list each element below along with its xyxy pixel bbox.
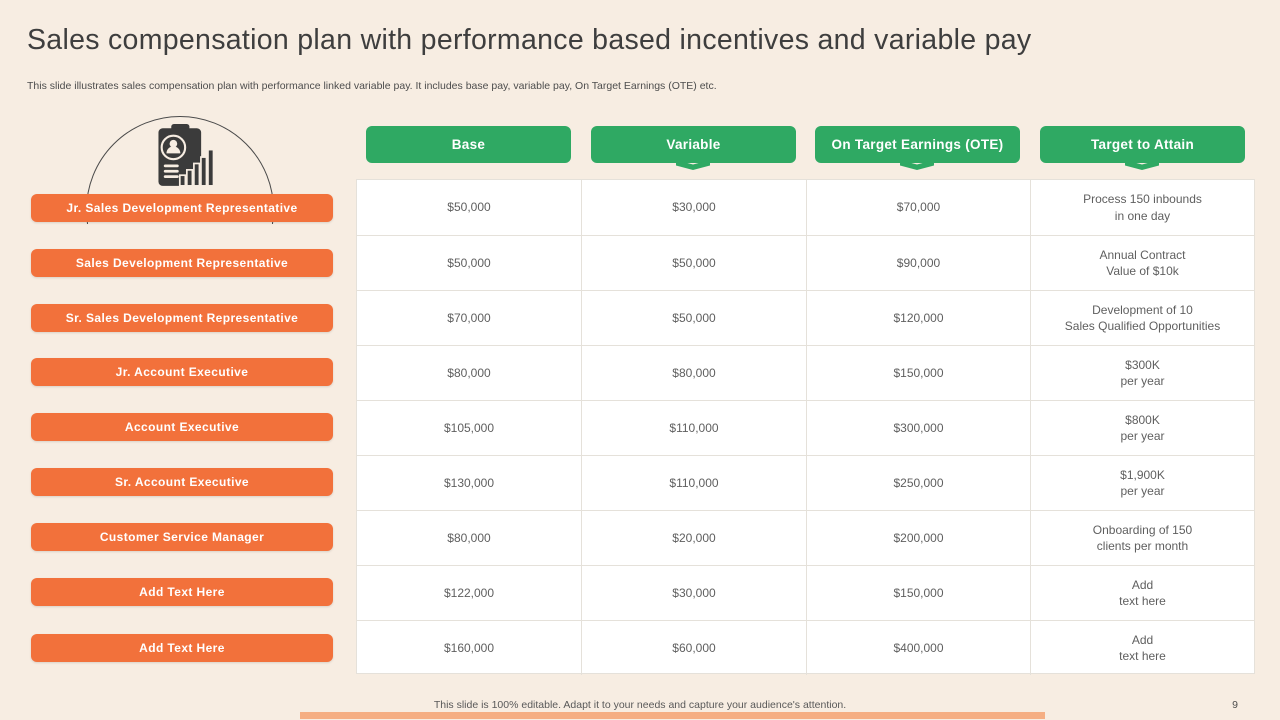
table-cell: $300K per year [1030, 345, 1254, 400]
table-cell: $50,000 [581, 290, 806, 345]
column-header-variable[interactable]: Variable [591, 126, 796, 163]
table-cell: Add text here [1030, 620, 1254, 675]
table-cell: $30,000 [581, 180, 806, 235]
column-header-target-to-attain[interactable]: Target to Attain [1040, 126, 1245, 163]
role-button-account-executive[interactable]: Account Executive [31, 413, 333, 441]
table-cell: $50,000 [581, 235, 806, 290]
footer-accent-strip [300, 712, 1045, 719]
table-cell: $80,000 [357, 510, 581, 565]
column-header-ote[interactable]: On Target Earnings (OTE) [815, 126, 1020, 163]
table-cell: $1,900K per year [1030, 455, 1254, 510]
decorative-circle [86, 116, 278, 224]
role-button-sr-sales-development-representative[interactable]: Sr. Sales Development Representative [31, 304, 333, 332]
role-button-jr-account-executive[interactable]: Jr. Account Executive [31, 358, 333, 386]
table-cell: $70,000 [357, 290, 581, 345]
table-cell: $300,000 [806, 400, 1030, 455]
role-button-sr-account-executive[interactable]: Sr. Account Executive [31, 468, 333, 496]
resume-chart-icon [144, 124, 222, 188]
table-cell: Onboarding of 150 clients per month [1030, 510, 1254, 565]
header-tail-icon [676, 160, 710, 170]
table-cell: $105,000 [357, 400, 581, 455]
table-cell: $122,000 [357, 565, 581, 620]
table-cell: $50,000 [357, 235, 581, 290]
table-cell: $90,000 [806, 235, 1030, 290]
table-cell: Development of 10 Sales Qualified Opport… [1030, 290, 1254, 345]
table-cell: $110,000 [581, 455, 806, 510]
table-cell: $30,000 [581, 565, 806, 620]
page-number: 9 [1232, 699, 1238, 711]
table-cell: $110,000 [581, 400, 806, 455]
table-cell: $250,000 [806, 455, 1030, 510]
table-cell: $120,000 [806, 290, 1030, 345]
column-header-base[interactable]: Base [366, 126, 571, 163]
table-cell: $200,000 [806, 510, 1030, 565]
role-button-sales-development-representative[interactable]: Sales Development Representative [31, 249, 333, 277]
footer-note: This slide is 100% editable. Adapt it to… [433, 699, 847, 711]
table-cell: $80,000 [357, 345, 581, 400]
table-cell: Add text here [1030, 565, 1254, 620]
header-tail-icon [1125, 160, 1159, 170]
table-cell: $800K per year [1030, 400, 1254, 455]
header-tail-icon [900, 160, 934, 170]
page-title: Sales compensation plan with performance… [27, 24, 1032, 56]
table-cell: $160,000 [357, 620, 581, 675]
table-cell: Process 150 inbounds in one day [1030, 180, 1254, 235]
role-button-add-text-2[interactable]: Add Text Here [31, 634, 333, 662]
table-cell: Annual Contract Value of $10k [1030, 235, 1254, 290]
table-cell: $150,000 [806, 345, 1030, 400]
role-button-jr-sales-development-representative[interactable]: Jr. Sales Development Representative [31, 194, 333, 222]
page-subtitle: This slide illustrates sales compensatio… [27, 80, 717, 92]
table-cell: $400,000 [806, 620, 1030, 675]
role-button-add-text-1[interactable]: Add Text Here [31, 578, 333, 606]
table-cell: $80,000 [581, 345, 806, 400]
table-cell: $150,000 [806, 565, 1030, 620]
compensation-table: $50,000 $30,000 $70,000 Process 150 inbo… [356, 179, 1255, 675]
table-cell: $130,000 [357, 455, 581, 510]
table-cell: $60,000 [581, 620, 806, 675]
table-cell: $70,000 [806, 180, 1030, 235]
table-cell: $20,000 [581, 510, 806, 565]
role-button-customer-service-manager[interactable]: Customer Service Manager [31, 523, 333, 551]
table-cell: $50,000 [447, 200, 491, 215]
